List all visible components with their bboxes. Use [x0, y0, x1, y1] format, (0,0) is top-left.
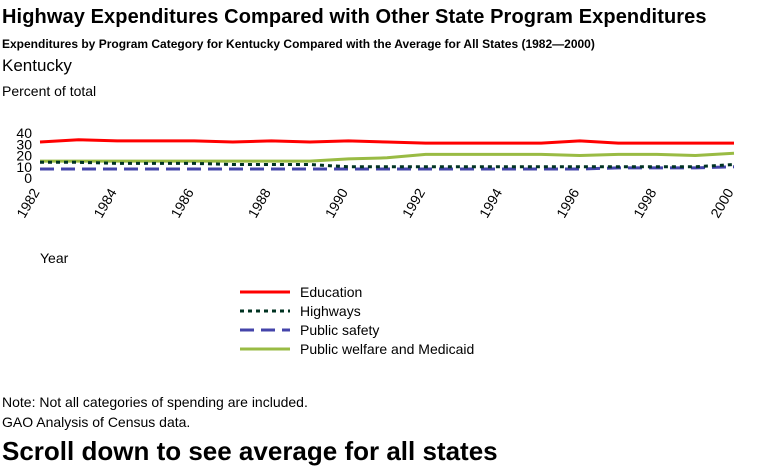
x-tick-label: 1994: [476, 185, 506, 220]
y-tick-label: 0: [24, 170, 32, 186]
x-tick-label: 1996: [553, 185, 583, 220]
source-text: GAO Analysis of Census data.: [2, 414, 191, 430]
y-tick-label: 10: [16, 159, 32, 175]
x-tick-label: 1992: [399, 185, 429, 220]
x-tick-label: 1982: [13, 185, 43, 220]
x-tick-label: 1988: [244, 185, 274, 220]
x-tick-label: 1990: [322, 185, 352, 220]
y-tick-label: 40: [16, 125, 32, 141]
x-tick-label: 2000: [707, 185, 737, 220]
y-tick-label: 20: [16, 148, 32, 164]
legend-label: Public safety: [300, 322, 380, 338]
series-line-education: [39, 138, 734, 145]
y-tick-label: 30: [16, 136, 32, 152]
plot-area: [39, 138, 735, 171]
x-axis: 1982 1984 1986 1988 1990 1992 1994 1996 1998 2000: [13, 185, 737, 220]
series-line-highways: [40, 160, 735, 169]
legend-label: Public welfare and Medicaid: [300, 341, 475, 357]
note-text: Note: Not all categories of spending are…: [2, 394, 308, 410]
y-axis-label: Percent of total: [2, 83, 97, 99]
legend-swatch-education: [240, 290, 290, 294]
x-tick-label: 1984: [90, 185, 120, 220]
scroll-hint: Scroll down to see average for all state…: [2, 436, 498, 466]
legend-label: Education: [300, 284, 363, 300]
state-name: Kentucky: [2, 56, 72, 75]
x-tick-label: 1986: [167, 185, 197, 220]
legend-label: Highways: [300, 303, 361, 319]
chart-title: Highway Expenditures Compared with Other…: [2, 6, 707, 28]
legend-swatch-public-welfare: [240, 347, 290, 351]
chart-subtitle: Expenditures by Program Category for Ken…: [2, 37, 595, 51]
legend-swatch-public-safety: [240, 328, 290, 332]
x-axis-label: Year: [40, 250, 69, 266]
legend-swatch-highways: [240, 309, 290, 313]
x-tick-label: 1998: [630, 185, 660, 220]
series-line-public-welfare-and-medicaid: [40, 151, 735, 163]
